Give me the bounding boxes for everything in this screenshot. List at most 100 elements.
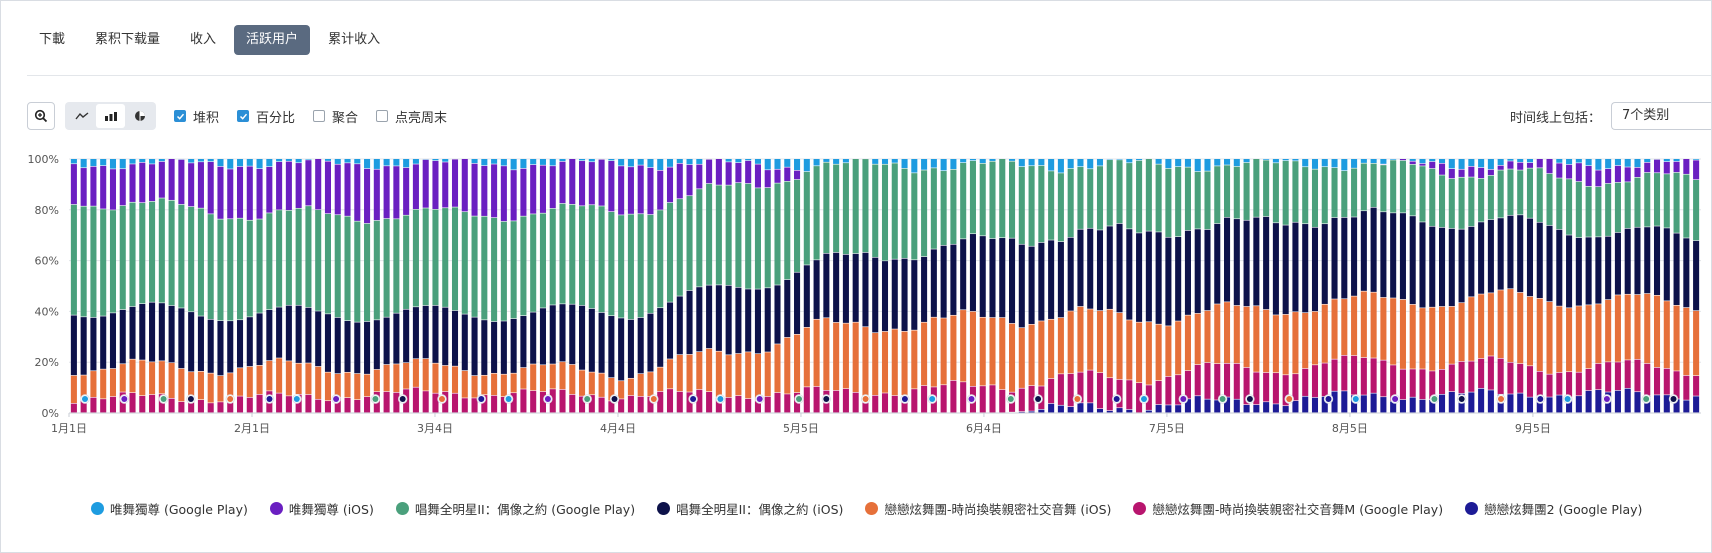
bar-segment (1272, 404, 1279, 413)
bar-segment (1126, 380, 1133, 410)
bar-segment (246, 159, 253, 166)
bar-segment (354, 164, 361, 221)
bar-segment (236, 166, 244, 218)
bar-segment (1018, 244, 1025, 328)
bar-segment (1478, 358, 1485, 389)
bar-segment (188, 372, 195, 400)
bar-segment (803, 327, 810, 387)
bar-segment (549, 305, 556, 364)
stacked-checkbox[interactable] (174, 110, 186, 122)
bar-segment (950, 169, 957, 244)
bar-segment (1224, 397, 1231, 413)
event-marker-dot (160, 396, 167, 402)
bar-segment (794, 170, 801, 180)
tab-active-users[interactable]: 活跃用户 (234, 25, 311, 55)
legend-item[interactable]: 戀戀炫舞團-時尚換裝親密社交音舞M (Google Play) (1133, 499, 1443, 518)
legend-item[interactable]: 唯舞獨尊 (iOS) (269, 499, 374, 518)
event-marker-dot (333, 396, 340, 402)
bar-segment (579, 305, 586, 370)
bar-segment (539, 165, 546, 213)
bar-segment (715, 351, 722, 397)
bar-segment (276, 210, 283, 307)
bar-segment (901, 331, 908, 395)
bar-segment (872, 333, 879, 396)
bar-segment (676, 296, 683, 355)
bar-segment (530, 214, 537, 312)
bar-segment (266, 159, 273, 167)
legend-label: 唱舞全明星II：偶像之約 (Google Play) (414, 502, 636, 517)
legend-item[interactable]: 唯舞獨尊 (Google Play) (91, 499, 248, 518)
bar-segment (930, 168, 937, 249)
bar-segment (139, 162, 146, 203)
bar-segment (1136, 383, 1143, 413)
event-marker-dot (544, 396, 551, 402)
option-aggregate[interactable]: 聚合 (313, 107, 358, 126)
bar-segment (1399, 399, 1406, 413)
bar-segment (481, 165, 488, 216)
pie-chart-button[interactable] (125, 104, 154, 128)
bar-segment (442, 208, 449, 307)
line-chart-button[interactable] (67, 104, 96, 128)
bar-segment (1096, 166, 1104, 230)
bar-segment (647, 159, 654, 168)
bar-segment (1145, 322, 1152, 385)
y-tick-label: 0% (42, 407, 59, 420)
bar-segment (207, 159, 214, 162)
legend-item[interactable]: 戀戀炫舞團2 (Google Play) (1465, 499, 1642, 518)
bar-segment (1253, 306, 1260, 372)
bar-segment (1429, 226, 1436, 307)
option-percent[interactable]: 百分比 (237, 107, 295, 126)
bar-segment (774, 169, 781, 183)
event-marker-dot (1643, 396, 1650, 402)
tab-revenue[interactable]: 收入 (190, 32, 217, 47)
bar-segment (364, 374, 371, 397)
legend-item[interactable]: 戀戀炫舞團-時尚換裝親密社交音舞 (iOS) (865, 499, 1111, 518)
bar-segment (930, 159, 937, 168)
percent-checkbox[interactable] (237, 110, 250, 122)
bar-segment (1038, 159, 1045, 166)
bar-segment (1370, 292, 1377, 358)
tab-cumulative-revenue[interactable]: 累计收入 (328, 32, 381, 47)
bar-segment (1311, 227, 1319, 312)
bar-segment (1243, 306, 1250, 368)
bar-segment (1634, 177, 1641, 227)
bar-segment (1390, 160, 1397, 213)
aggregate-checkbox[interactable] (313, 110, 326, 122)
bar-segment (1614, 295, 1621, 362)
tab-cumulative-downloads[interactable]: 累积下载量 (95, 32, 161, 47)
legend-swatch (1133, 502, 1147, 515)
option-highlight-weekends[interactable]: 点亮周末 (376, 107, 447, 126)
bar-segment (1204, 362, 1211, 399)
category-select[interactable]: 7个类别 (1611, 102, 1711, 130)
bar-segment (735, 162, 742, 183)
event-marker-dot (1498, 396, 1504, 402)
bar-segment (236, 320, 244, 368)
weekends-checkbox[interactable] (376, 110, 389, 122)
bar-segment (334, 373, 341, 398)
bar-segment (373, 369, 380, 392)
bar-segment (403, 309, 410, 363)
legend-item[interactable]: 唱舞全明星II：偶像之約 (iOS) (657, 499, 843, 518)
option-stacked[interactable]: 堆积 (174, 107, 219, 126)
bar-segment (1184, 230, 1191, 315)
legend-item[interactable]: 唱舞全明星II：偶像之約 (Google Play) (395, 499, 636, 518)
bar-segment (960, 310, 967, 382)
bar-segment (1526, 218, 1534, 297)
tab-downloads[interactable]: 下載 (39, 32, 66, 47)
event-marker-dot (717, 396, 724, 402)
bar-segment (784, 159, 791, 167)
bar-segment (588, 159, 595, 162)
bar-segment (1507, 159, 1514, 161)
bar-segment (784, 167, 791, 181)
bar-chart-button[interactable] (96, 104, 125, 128)
bar-segment (1341, 391, 1348, 413)
bar-segment (1663, 368, 1670, 395)
bar-segment (1204, 159, 1211, 171)
bar-segment (285, 161, 292, 211)
timeline-label: 时间线上包括： (1509, 110, 1601, 126)
bar-segment (745, 398, 752, 413)
zoom-button[interactable] (27, 102, 55, 130)
bar-segment (90, 206, 97, 318)
bar-segment (950, 159, 957, 170)
bar-segment (139, 360, 146, 396)
